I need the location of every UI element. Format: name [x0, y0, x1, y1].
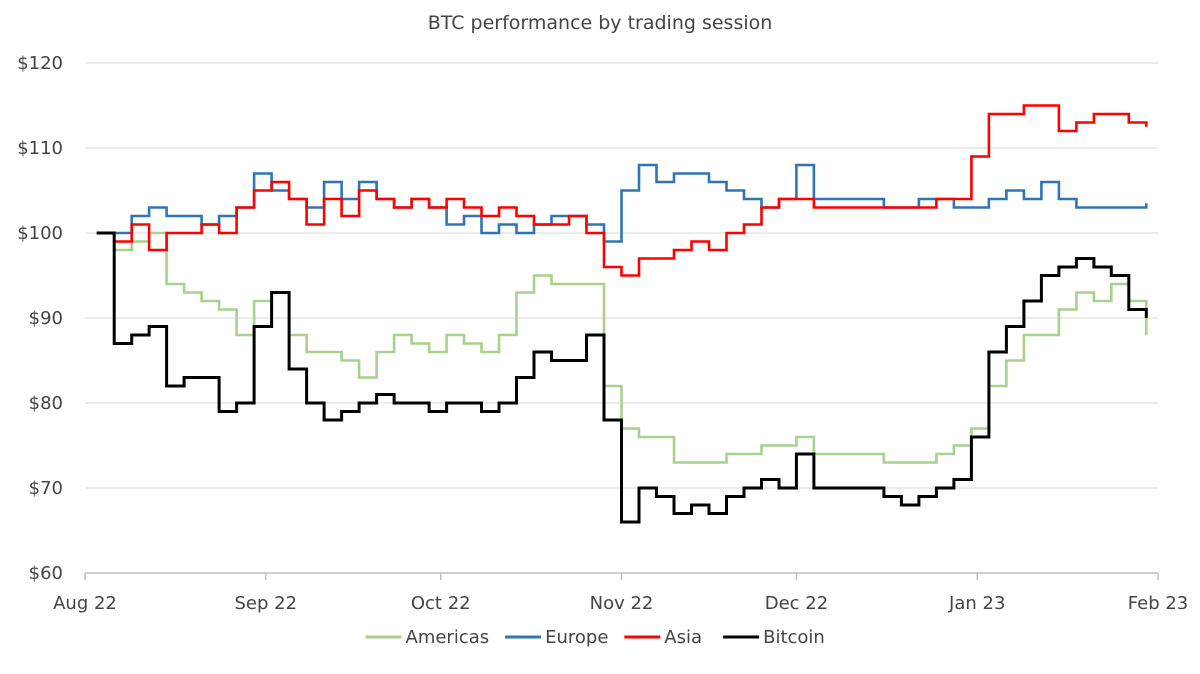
legend-label: Americas	[406, 627, 490, 648]
legend-label: Asia	[664, 627, 702, 648]
legend-label: Bitcoin	[763, 627, 825, 648]
series-lines	[96, 104, 1148, 524]
chart-title: BTC performance by trading session	[427, 12, 773, 34]
x-tick-label: Feb 23	[1128, 593, 1189, 614]
y-tick-label: $110	[17, 138, 63, 159]
y-tick-label: $90	[29, 308, 63, 329]
x-tick-label: Jan 23	[948, 593, 1005, 614]
series-line-bitcoin	[96, 231, 1148, 524]
legend-item-americas: Americas	[365, 627, 490, 648]
x-tick-label: Dec 22	[765, 593, 828, 614]
y-tick-label: $60	[29, 563, 63, 584]
x-tick-label: Oct 22	[411, 593, 471, 614]
y-tick-label: $100	[17, 223, 63, 244]
legend-item-europe: Europe	[505, 627, 608, 648]
x-tick-label: Aug 22	[53, 593, 117, 614]
legend-item-asia: Asia	[624, 627, 702, 648]
legend: Americas Europe Asia Bitcoin	[365, 627, 825, 648]
x-tick-label: Nov 22	[590, 593, 654, 614]
axes: $60 $70 $80 $90 $100 $110 $120 Aug 22 Sep 22 Oct …	[17, 53, 1188, 614]
legend-item-bitcoin: Bitcoin	[723, 627, 825, 648]
y-tick-label: $120	[17, 53, 63, 74]
y-tick-label: $80	[29, 393, 63, 414]
legend-label: Europe	[545, 627, 608, 648]
series-line-asia	[96, 104, 1148, 277]
x-tick-label: Sep 22	[234, 593, 297, 614]
y-tick-label: $70	[29, 478, 63, 499]
